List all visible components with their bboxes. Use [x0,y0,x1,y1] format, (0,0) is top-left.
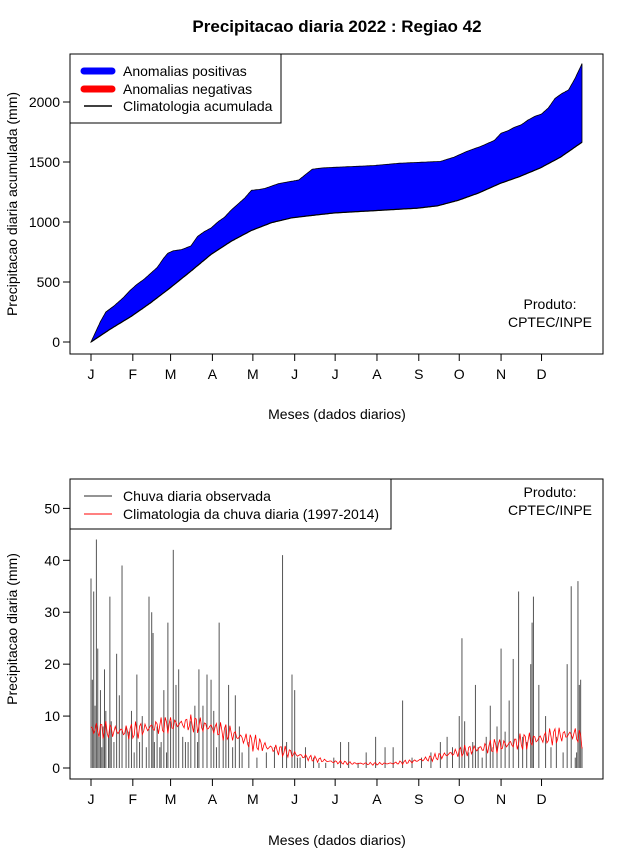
bottom-product-source: CPTEC/INPE [508,502,592,518]
x-tick-label: M [165,791,177,807]
chart-daily: J F M A M J J A S O N D 0 10 20 30 40 50 Meses (dados di… [4,478,604,848]
y-tick-label: 20 [44,656,60,672]
x-tick-label: M [247,366,259,382]
x-tick-label: N [496,366,506,382]
x-tick-label: J [291,791,298,807]
top-legend: Anomalias positivas Anomalias negativas … [69,53,282,124]
x-tick-label: D [536,791,546,807]
y-tick-label: 0 [52,760,60,776]
y-tick-label: 1000 [29,214,60,230]
legend-label-observed: Chuva diaria observada [123,488,271,504]
y-tick-label: 2000 [29,94,60,110]
legend-label-positive: Anomalias positivas [123,63,247,79]
x-tick-label: D [536,366,546,382]
chart-accumulated: J F M A M J J A S O N D 0 500 1000 1500 2000 Meses (dad… [4,53,604,422]
top-y-axis: 0 500 1000 1500 2000 [29,94,71,350]
x-tick-label: O [454,366,465,382]
top-y-axis-label: Precipitacao diaria acumulada (mm) [4,92,20,316]
x-tick-label: J [88,366,95,382]
x-tick-label: S [414,791,423,807]
y-tick-label: 50 [44,500,60,516]
x-tick-label: F [129,791,138,807]
bottom-legend-box [69,478,392,530]
y-tick-label: 0 [52,334,60,350]
legend-label-climatology: Climatologia acumulada [123,98,273,114]
x-tick-label: M [165,366,177,382]
x-tick-label: M [247,791,259,807]
x-tick-label: A [372,366,382,382]
top-product-source: CPTEC/INPE [508,314,592,330]
y-tick-label: 500 [37,274,61,290]
x-tick-label: J [332,366,339,382]
x-tick-label: J [332,791,339,807]
page-title: Precipitacao diaria 2022 : Regiao 42 [192,17,481,36]
climatology-accumulated-line [90,141,583,343]
x-tick-label: O [454,791,465,807]
legend-label-negative: Anomalias negativas [123,81,252,97]
bottom-plot-marks [90,539,583,768]
bottom-y-axis-label: Precipitacao diaria (mm) [4,553,20,705]
bottom-product-label: Produto: [524,484,577,500]
bottom-legend: Chuva diaria observada Climatologia da c… [69,478,392,530]
top-x-axis-label: Meses (dados diarios) [268,406,406,422]
x-tick-label: J [291,366,298,382]
x-tick-label: J [88,791,95,807]
bottom-y-axis: 0 10 20 30 40 50 [44,500,71,776]
x-tick-label: F [129,366,138,382]
bottom-x-axis-label: Meses (dados diarios) [268,832,406,848]
x-tick-label: S [414,366,423,382]
top-product-label: Produto: [524,296,577,312]
x-tick-label: A [372,791,382,807]
y-tick-label: 40 [44,552,60,568]
x-tick-label: N [496,791,506,807]
legend-label-clim-daily: Climatologia da chuva diaria (1997-2014) [123,506,379,522]
climatology-daily-line [90,714,583,766]
y-tick-label: 30 [44,604,60,620]
x-tick-label: A [208,366,218,382]
top-plot-marks [90,63,583,344]
y-tick-label: 1500 [29,154,60,170]
x-tick-label: A [208,791,218,807]
y-tick-label: 10 [44,708,60,724]
